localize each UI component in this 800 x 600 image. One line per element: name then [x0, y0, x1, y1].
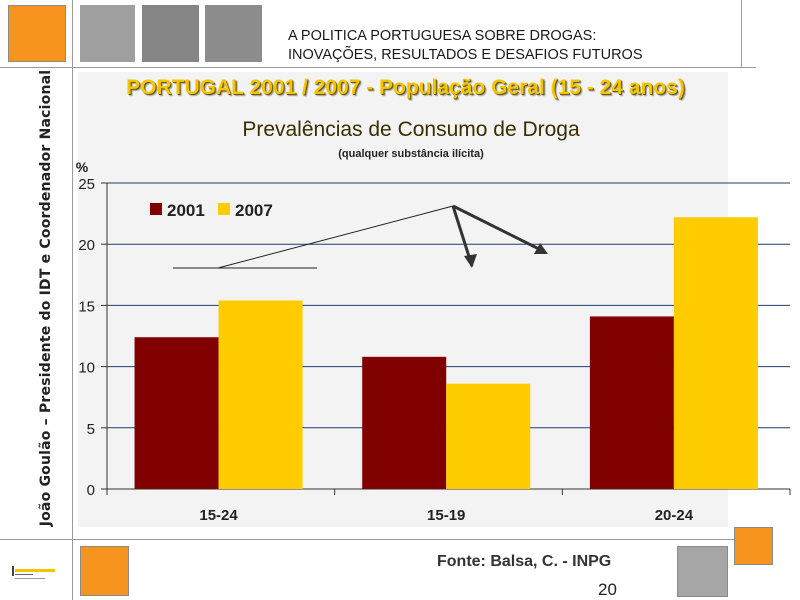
annotation-connector — [217, 205, 454, 269]
legend-swatch-2001 — [150, 203, 162, 215]
bar-2007-15-19 — [446, 383, 531, 489]
x-tick-label: 15-19 — [427, 507, 465, 524]
bar-2001-20-24 — [589, 316, 674, 489]
x-tick-label: 15-24 — [199, 507, 238, 524]
annotation-arrows — [173, 204, 548, 269]
y-tick-label: 0 — [87, 482, 95, 499]
bar-2001-15-24 — [134, 337, 219, 489]
legend-swatch-2007 — [218, 203, 230, 215]
bar-2007-15-24 — [218, 300, 303, 489]
y-tick-label: 5 — [87, 421, 95, 438]
arrow-head-20-24 — [534, 243, 548, 254]
orange-square-footer-accent — [734, 527, 773, 565]
y-axis-label: % — [76, 159, 89, 175]
header-line-1: A POLITICA PORTUGUESA SOBRE DROGAS: — [288, 28, 597, 44]
frame-vline-right — [741, 0, 742, 68]
y-tick-label: 20 — [78, 237, 95, 254]
arrow-head-15-19 — [464, 254, 477, 268]
frame-hline-bottom — [0, 539, 745, 540]
x-tick-label: 20-24 — [655, 507, 694, 524]
gray-square-1 — [80, 5, 135, 62]
gray-square-footer-right — [677, 546, 728, 597]
y-tick-label: 10 — [78, 360, 95, 377]
chart-subtitle: (qualquer substância ilícita) — [338, 148, 484, 160]
footer-source: Fonte: Balsa, C. - INPG — [437, 553, 612, 570]
gray-square-3 — [205, 5, 262, 62]
frame-hline-top — [0, 67, 756, 68]
bar-2007-20-24 — [673, 217, 758, 489]
legend-label-2007: 2007 — [235, 201, 273, 220]
y-tick-label: 15 — [78, 298, 95, 315]
frame-vline-left — [72, 0, 73, 600]
page-number: 20 — [598, 580, 617, 599]
orange-square-top-left — [8, 5, 66, 62]
legend: 2001 2007 — [150, 201, 273, 220]
slide-title: PORTUGAL 2001 / 2007 - População Geral (… — [126, 76, 685, 99]
bar-2001-15-19 — [362, 356, 447, 489]
logo-icon — [12, 566, 55, 579]
gray-square-2 — [142, 5, 199, 62]
header-title: A POLITICA PORTUGUESA SOBRE DROGAS: INOV… — [288, 27, 643, 65]
arrow-to-20-24 — [452, 204, 546, 254]
orange-square-footer-left — [80, 546, 129, 596]
chart-title: Prevalências de Consumo de Droga — [242, 118, 580, 141]
legend-label-2001: 2001 — [167, 201, 205, 220]
header-line-2: INOVAÇÕES, RESULTADOS E DESAFIOS FUTUROS — [288, 47, 643, 63]
axis-layer: 0 5 10 15 20 25 15-24 15-19 20-24 — [78, 176, 791, 524]
bar-layer — [134, 217, 758, 489]
y-tick-label: 25 — [78, 176, 95, 193]
